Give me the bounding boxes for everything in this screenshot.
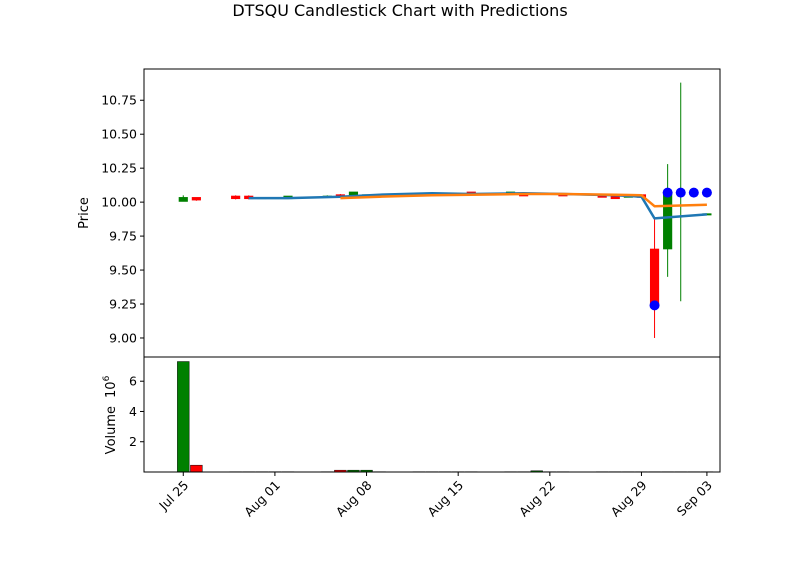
candle-body	[663, 191, 673, 250]
x-tick-label: Aug 08	[333, 477, 375, 519]
price-tick-label: 10.25	[101, 161, 137, 176]
prediction-point	[649, 300, 660, 311]
x-tick-label: Sep 03	[674, 478, 715, 519]
prediction-line	[248, 192, 707, 220]
x-tick-label: Aug 22	[516, 478, 558, 520]
price-tick-label: 9.50	[109, 263, 137, 278]
volume-panel: 2 4 6 Volume106	[102, 356, 721, 473]
price-tick-label: 10.50	[101, 127, 137, 142]
prediction-point	[688, 187, 699, 198]
prediction-point	[675, 187, 686, 198]
price-tick-label: 10.75	[101, 93, 137, 108]
volume-axis-label: Volume106	[102, 375, 119, 454]
price-panel: 9.00 9.25 9.50 9.75 10.00 10.25 10.50 10.75 Pri…	[77, 68, 721, 358]
price-axes-frame	[143, 68, 721, 358]
prediction-line	[340, 192, 707, 208]
volume-tick-label: 4	[129, 404, 137, 419]
candle-body	[610, 194, 620, 200]
price-tick-label: 10.00	[101, 195, 137, 210]
candle-body	[702, 213, 712, 216]
x-tick-label: Aug 01	[241, 478, 283, 520]
candle-body	[348, 191, 359, 198]
x-axis: Jul 25 Aug 01 Aug 08 Aug 15 Aug 22 Aug 29 Sep …	[155, 472, 715, 519]
price-tick-label: 9.75	[109, 229, 137, 244]
volume-bar	[190, 464, 203, 473]
price-tick-label: 9.00	[109, 330, 137, 345]
volume-tick-label: 6	[129, 374, 137, 389]
candle-body	[649, 248, 660, 307]
x-tick-label: Aug 15	[424, 478, 466, 520]
price-tick-label: 9.25	[109, 297, 137, 312]
x-tick-label: Jul 25	[155, 478, 191, 514]
volume-tick-label: 2	[129, 434, 137, 449]
prediction-point	[662, 187, 673, 198]
volume-bar	[177, 361, 190, 473]
candle-body	[191, 197, 201, 201]
price-axis-label: Price	[77, 197, 92, 229]
prediction-point	[701, 187, 712, 198]
chart-title: DTSQU Candlestick Chart with Predictions	[232, 1, 567, 20]
volume-axes-frame	[143, 356, 721, 473]
candle-body	[178, 197, 188, 202]
candle-body	[231, 195, 241, 200]
x-tick-label: Aug 29	[608, 477, 650, 519]
